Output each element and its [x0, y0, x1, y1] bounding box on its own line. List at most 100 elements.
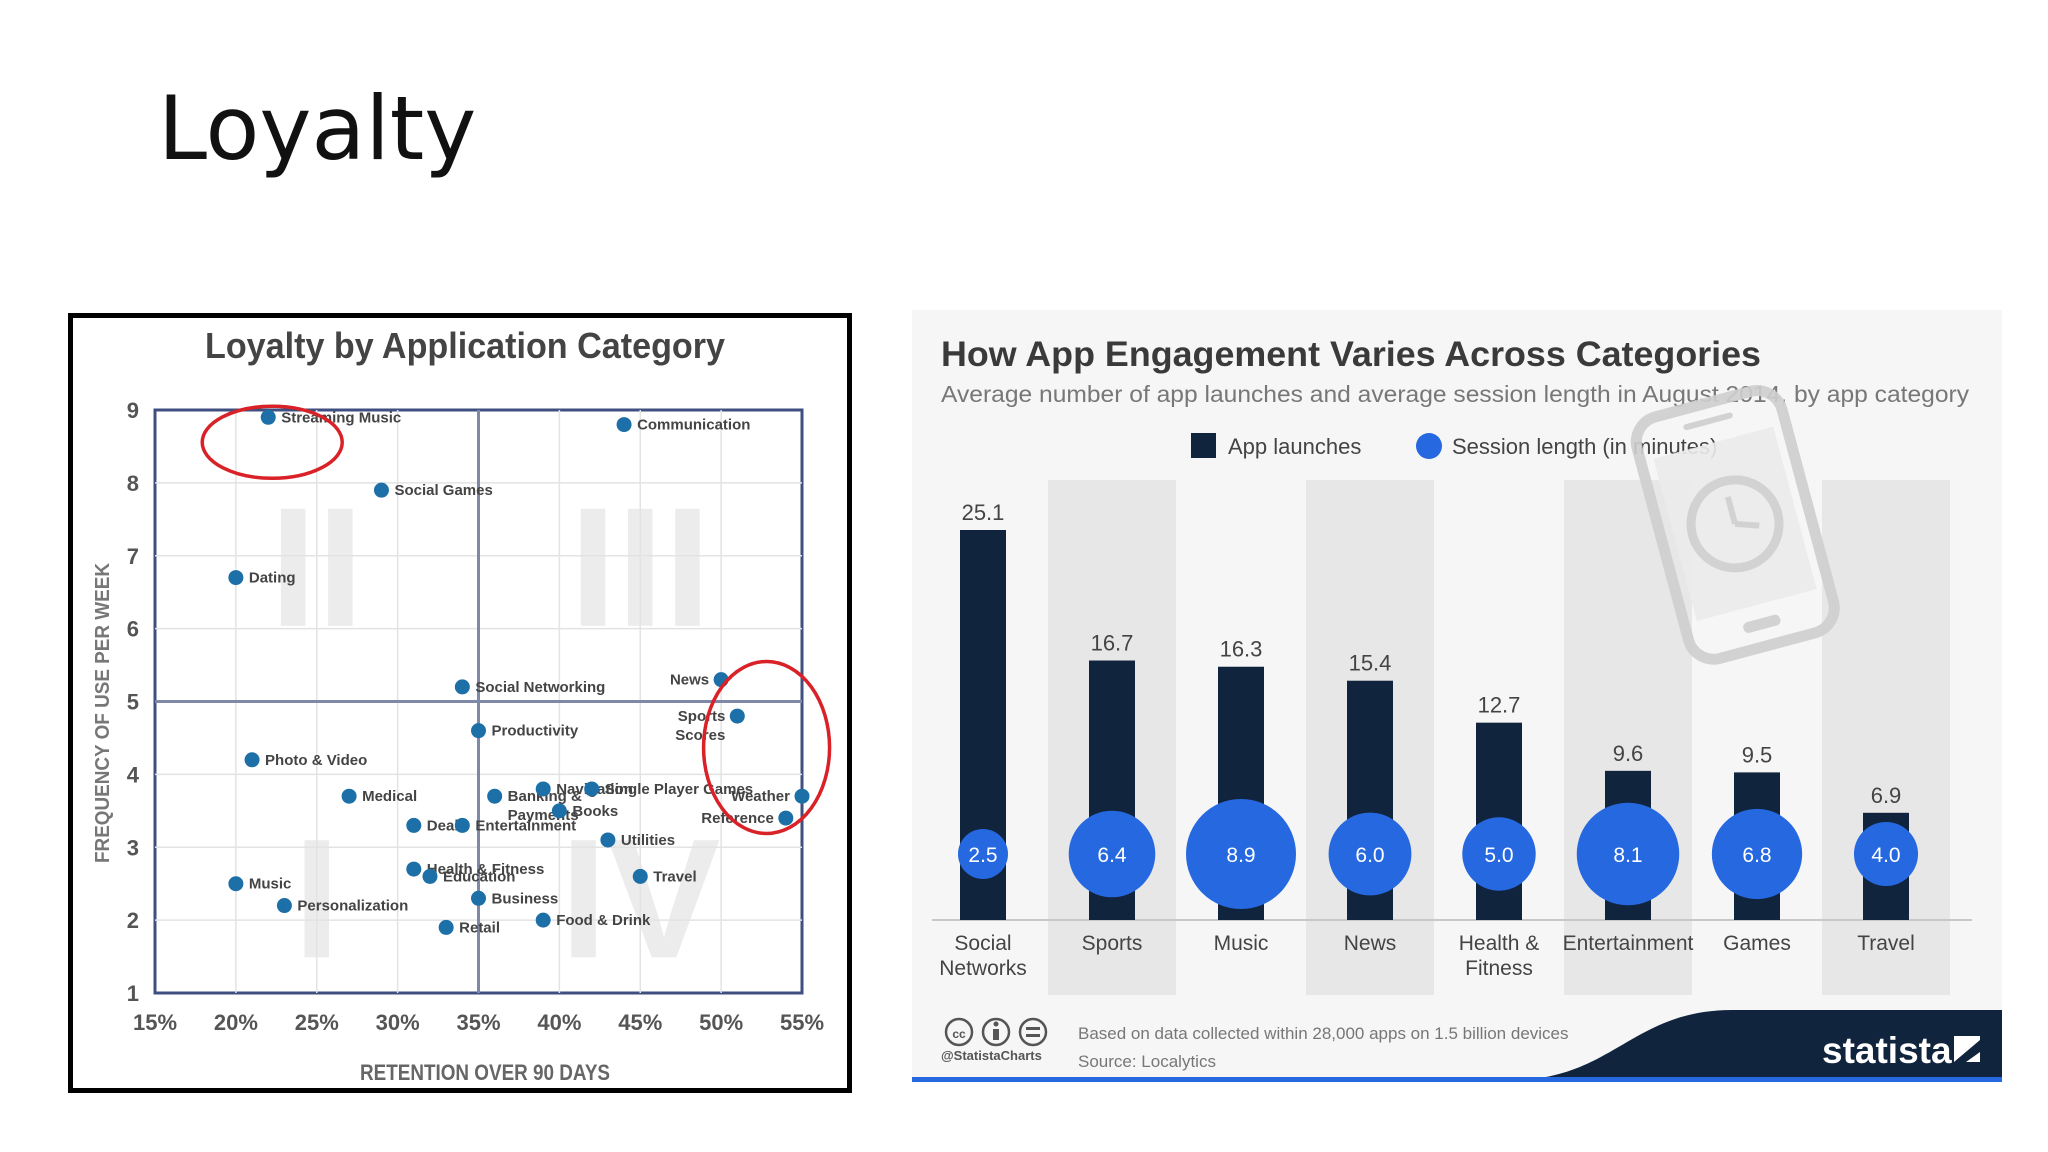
- point-label-reference: Reference: [701, 810, 774, 827]
- bar-value-label: 25.1: [962, 500, 1005, 525]
- footer-source: Source: Localytics: [1078, 1052, 1216, 1071]
- point-label-communication: Communication: [637, 417, 750, 434]
- x-tick-label: 55%: [780, 1010, 824, 1035]
- statista-handle: @StatistaCharts: [941, 1048, 1042, 1063]
- category-label-social-networks: Social Networks: [939, 932, 1027, 980]
- x-tick-label: 30%: [376, 1010, 420, 1035]
- bubble-session-social-networks: [958, 829, 1008, 879]
- point-label-sports-scores: Sports Scores: [675, 708, 725, 744]
- point-weather: [794, 788, 810, 804]
- y-tick-label: 9: [127, 398, 139, 423]
- x-tick-label: 35%: [456, 1010, 500, 1035]
- point-label-music: Music: [249, 876, 292, 893]
- statista-brand-band: [1512, 1010, 2002, 1080]
- point-label-medical: Medical: [362, 788, 417, 805]
- loyalty-chart-frame: Loyalty by Application Category II III I IV…: [68, 313, 852, 1093]
- y-tick-label: 8: [127, 471, 139, 496]
- y-tick-label: 4: [127, 762, 140, 787]
- bubble-value-label: 8.1: [1613, 844, 1642, 867]
- point-social-networking: [454, 679, 470, 695]
- y-tick-label: 6: [127, 617, 139, 642]
- point-social-games: [373, 482, 389, 498]
- point-label-books: Books: [572, 803, 618, 820]
- bubble-value-label: 5.0: [1484, 844, 1513, 867]
- bar-chart-subtitle: Average number of app launches and avera…: [941, 381, 1970, 407]
- point-navigation: [535, 781, 551, 797]
- point-label-news: News: [670, 672, 709, 689]
- point-label-travel: Travel: [653, 868, 696, 885]
- bar-value-label: 9.6: [1613, 741, 1644, 766]
- point-label-social-networking: Social Networking: [475, 679, 605, 696]
- bubble-value-label: 2.5: [968, 844, 997, 867]
- point-communication: [616, 417, 632, 433]
- point-single-player-games: [584, 781, 600, 797]
- x-tick-label: 15%: [133, 1010, 177, 1035]
- y-axis-label: FREQUENCY OF USE PER WEEK: [92, 562, 114, 863]
- legend-launches-label: App launches: [1228, 434, 1361, 459]
- point-label-food-and-drink: Food & Drink: [556, 912, 651, 929]
- point-label-retail: Retail: [459, 919, 500, 936]
- point-label-education: Education: [443, 868, 516, 885]
- footer-note: Based on data collected within 28,000 ap…: [1078, 1024, 1569, 1043]
- engagement-chart-panel: How App Engagement Varies Across Categor…: [912, 310, 2002, 1082]
- point-retail: [438, 919, 454, 935]
- bubble-value-label: 6.4: [1097, 844, 1127, 867]
- point-books: [551, 803, 567, 819]
- bubble-session-music: [1186, 799, 1296, 909]
- engagement-bar-chart: How App Engagement Varies Across Categor…: [912, 335, 2002, 1082]
- statista-logo-text: statista: [1822, 1030, 1952, 1071]
- bubble-session-travel: [1853, 821, 1919, 887]
- point-label-single-player-games: Single Player Games: [605, 781, 753, 798]
- point-label-dating: Dating: [249, 570, 296, 587]
- bar-value-label: 6.9: [1871, 783, 1902, 808]
- point-label-personalization: Personalization: [297, 898, 408, 915]
- point-banking-and-payments: [487, 788, 503, 804]
- bar-value-label: 16.3: [1220, 637, 1263, 662]
- bubble-session-sports: [1068, 810, 1156, 898]
- bubble-value-label: 6.8: [1742, 844, 1771, 867]
- phone-clock-illustration: [1630, 385, 1840, 665]
- footer-blue-line: [912, 1077, 2002, 1082]
- point-food-and-drink: [535, 912, 551, 928]
- y-tick-label: 7: [127, 544, 139, 569]
- point-dating: [228, 570, 244, 586]
- bubble-value-label: 6.0: [1355, 844, 1384, 867]
- category-label-music: Music: [1214, 932, 1269, 955]
- y-tick-label: 5: [127, 690, 139, 715]
- bar-value-label: 16.7: [1091, 631, 1134, 656]
- legend-launches-swatch: [1191, 433, 1216, 458]
- point-label-streaming-music: Streaming Music: [281, 409, 401, 426]
- bar-value-label: 9.5: [1742, 742, 1773, 767]
- category-label-travel: Travel: [1857, 932, 1915, 955]
- point-label-productivity: Productivity: [492, 723, 579, 740]
- y-tick-label: 1: [127, 981, 139, 1006]
- category-label-games: Games: [1723, 932, 1791, 955]
- highlight-ring-right-group: [701, 659, 832, 836]
- point-education: [422, 868, 438, 884]
- bar-value-label: 12.7: [1478, 693, 1521, 718]
- x-axis-label: RETENTION OVER 90 DAYS: [360, 1060, 610, 1085]
- y-tick-label: 2: [127, 908, 139, 933]
- license-icons: cc: [944, 1017, 1048, 1047]
- point-music: [228, 876, 244, 892]
- point-label-weather: Weather: [731, 788, 790, 805]
- slide-title: Loyalty: [158, 77, 477, 180]
- point-label-utilities: Utilities: [621, 832, 675, 849]
- point-label-business: Business: [492, 890, 559, 907]
- point-health-and-fitness: [406, 861, 422, 877]
- bubble-session-games: [1711, 808, 1803, 900]
- point-entertainment: [454, 817, 470, 833]
- bubble-value-label: 4.0: [1871, 844, 1900, 867]
- point-travel: [632, 868, 648, 884]
- bubble-session-health-and-fitness: [1462, 817, 1536, 891]
- statista-logo-icon: [1954, 1036, 1980, 1062]
- point-reference: [778, 810, 794, 826]
- legend-session-swatch: [1416, 433, 1442, 459]
- y-tick-label: 3: [127, 835, 139, 860]
- x-tick-label: 25%: [295, 1010, 339, 1035]
- x-tick-label: 45%: [618, 1010, 662, 1035]
- point-deals: [406, 817, 422, 833]
- category-label-health-and-fitness: Health & Fitness: [1459, 932, 1540, 980]
- category-label-sports: Sports: [1082, 932, 1143, 955]
